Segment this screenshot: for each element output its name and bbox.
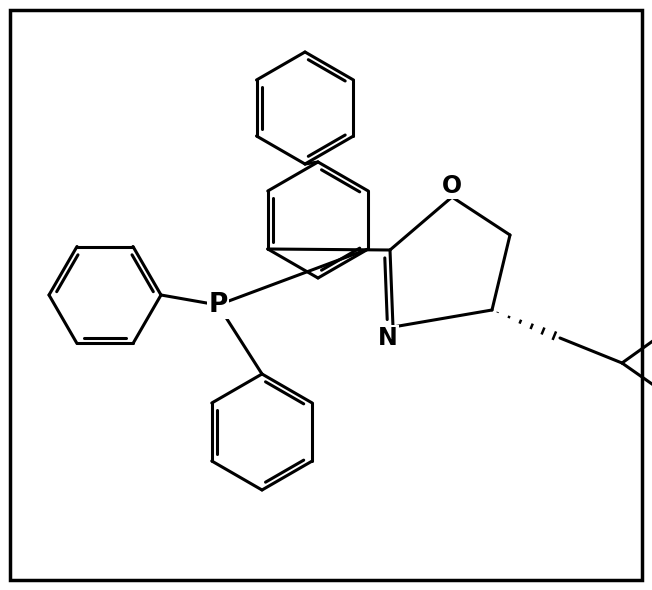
Text: N: N bbox=[378, 326, 398, 350]
Text: P: P bbox=[208, 292, 228, 318]
Text: O: O bbox=[442, 174, 462, 198]
